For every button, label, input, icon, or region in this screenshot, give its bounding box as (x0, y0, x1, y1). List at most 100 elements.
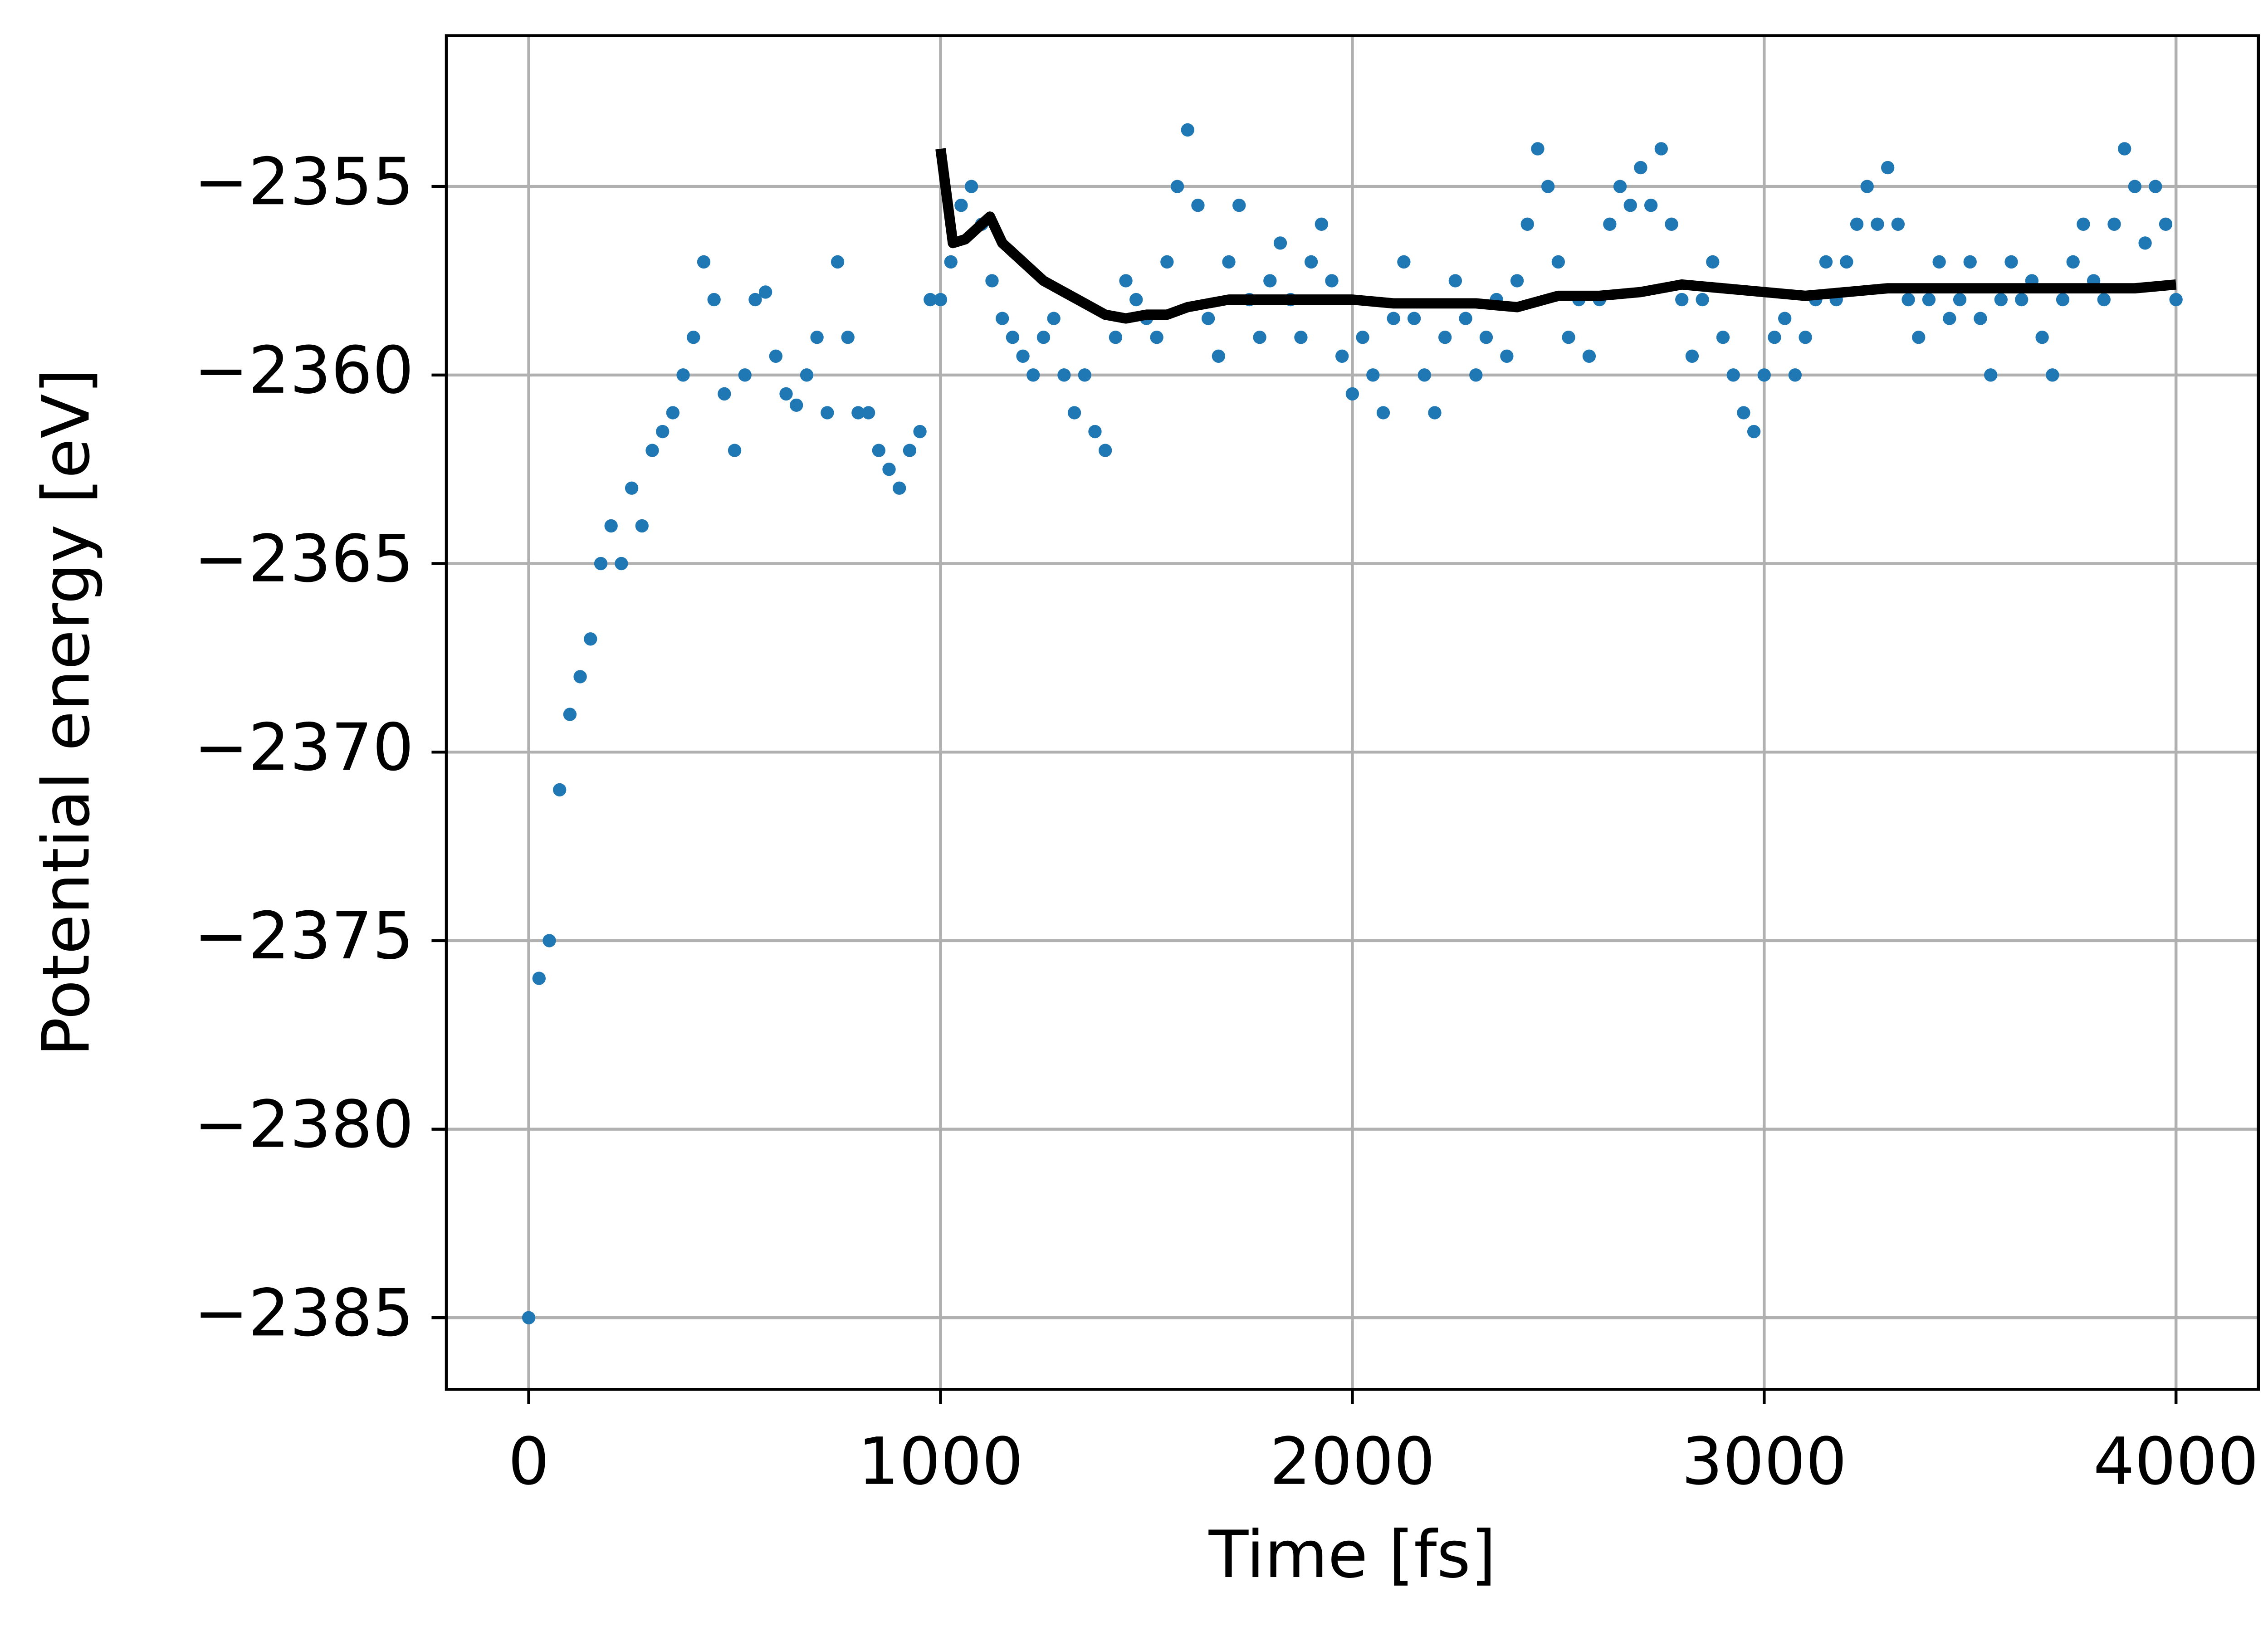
data-point (1891, 217, 1905, 231)
data-point (1356, 331, 1369, 344)
data-point (893, 481, 906, 495)
data-point (2004, 255, 2018, 269)
data-point (1366, 368, 1380, 382)
data-point (1294, 331, 1308, 344)
data-point (748, 293, 762, 307)
data-point (1984, 368, 1998, 382)
data-point (1778, 312, 1792, 325)
x-tick-label: 2000 (1270, 1424, 1435, 1499)
y-tick-label: −2375 (194, 898, 414, 974)
data-point (563, 708, 577, 721)
data-point (1850, 217, 1864, 231)
data-point (1304, 255, 1318, 269)
data-point (821, 406, 834, 420)
data-point (1706, 255, 1720, 269)
data-point (810, 331, 824, 344)
data-point (1582, 349, 1596, 363)
data-point (841, 331, 855, 344)
data-point (2046, 368, 2059, 382)
data-point (1397, 255, 1411, 269)
data-point (532, 972, 546, 985)
data-point (985, 274, 999, 288)
data-point (2035, 331, 2049, 344)
data-point (1335, 349, 1349, 363)
data-point (1768, 331, 1781, 344)
data-point (851, 406, 865, 420)
data-point (1036, 331, 1051, 344)
data-point (2118, 142, 2131, 156)
data-point (1541, 180, 1555, 193)
data-point (1160, 255, 1174, 269)
data-point (934, 293, 948, 307)
data-point (1119, 274, 1133, 288)
data-point (1901, 293, 1915, 307)
data-point (1500, 349, 1514, 363)
data-point (1098, 444, 1112, 457)
data-point (1613, 180, 1627, 193)
y-tick-label: −2385 (194, 1275, 414, 1351)
data-point (594, 557, 608, 571)
data-point (1799, 331, 1812, 344)
data-point (625, 481, 639, 495)
data-point (1685, 349, 1699, 363)
data-point (687, 331, 700, 344)
data-point (1438, 331, 1452, 344)
data-point (1448, 274, 1462, 288)
data-point (800, 368, 814, 382)
data-point (676, 368, 690, 382)
data-point (1665, 217, 1678, 231)
data-point (1912, 331, 1926, 344)
data-point (1479, 331, 1493, 344)
y-tick-label: −2360 (194, 332, 414, 408)
data-point (1109, 331, 1123, 344)
data-point (1860, 180, 1874, 193)
data-point (1057, 368, 1071, 382)
data-point (1634, 161, 1647, 175)
data-point (1345, 387, 1359, 401)
data-point (913, 425, 927, 439)
data-point (1675, 293, 1689, 307)
data-point (1181, 123, 1194, 137)
data-point (1943, 312, 1956, 325)
data-point (707, 293, 721, 307)
data-point (1932, 255, 1946, 269)
data-point (656, 425, 670, 439)
data-point (1376, 406, 1390, 420)
data-point (2077, 217, 2090, 231)
x-tick-label: 4000 (2093, 1424, 2259, 1499)
data-point (882, 463, 896, 476)
data-point (2015, 293, 2028, 307)
data-point (1994, 293, 2008, 307)
data-point (769, 349, 783, 363)
data-point (1150, 331, 1163, 344)
data-point (954, 199, 968, 212)
x-tick-label: 1000 (858, 1424, 1023, 1499)
data-point (553, 783, 567, 797)
plot-frame (445, 34, 2260, 1391)
data-point (1315, 217, 1328, 231)
data-point (1047, 312, 1061, 325)
data-point (779, 387, 793, 401)
data-point (758, 285, 772, 299)
data-point (1067, 406, 1081, 420)
data-point (1881, 161, 1895, 175)
data-point (996, 312, 1009, 325)
data-point (2138, 236, 2152, 250)
data-point (1726, 368, 1740, 382)
data-point (2107, 217, 2121, 231)
data-point (2056, 293, 2070, 307)
data-point (790, 398, 803, 412)
x-axis-label: Time [fs] (1208, 1517, 1496, 1592)
data-point (1974, 312, 1987, 325)
data-point (1469, 368, 1483, 382)
data-point (1222, 255, 1236, 269)
data-point (1078, 368, 1091, 382)
data-point (1737, 406, 1750, 420)
data-point (2149, 180, 2162, 193)
data-point (924, 293, 937, 307)
data-point (1191, 199, 1205, 212)
data-point (1459, 312, 1472, 325)
data-point (1562, 331, 1575, 344)
